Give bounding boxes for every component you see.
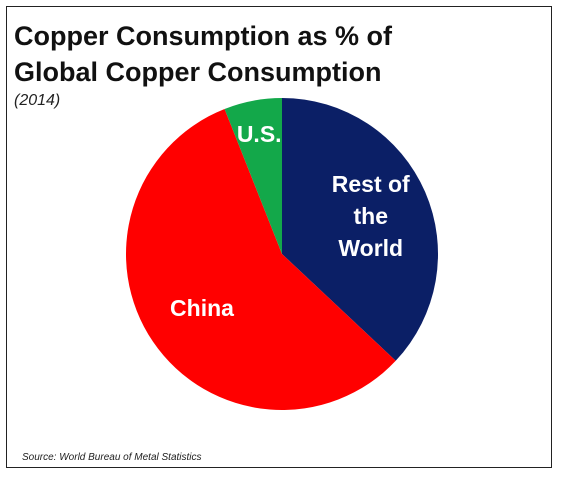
chart-title: Copper Consumption as % of Global Copper… — [14, 21, 392, 87]
pie-slice — [126, 108, 396, 410]
slice-label: Rest of the World — [331, 170, 410, 261]
pie-slice — [282, 98, 439, 361]
pie-slice — [224, 98, 282, 254]
source-note: Source: World Bureau of Metal Statistics — [22, 452, 202, 463]
slice-label: U.S. — [236, 121, 282, 148]
chart-frame — [6, 6, 552, 468]
chart-subtitle: (2014) — [14, 92, 61, 109]
slice-label: China — [170, 295, 234, 322]
